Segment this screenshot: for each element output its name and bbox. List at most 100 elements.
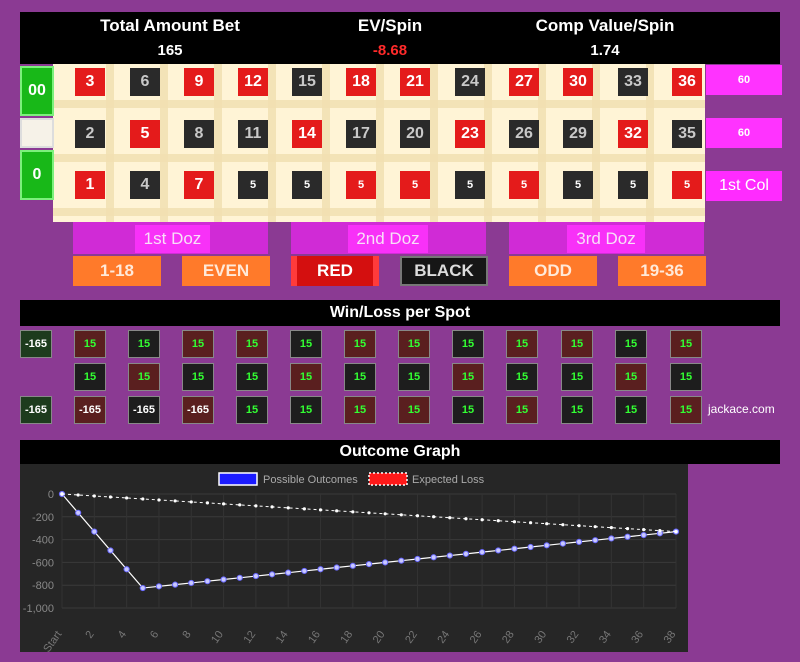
- win-loss-cell: 15: [290, 330, 322, 358]
- column-bet-1st[interactable]: 1st Col: [706, 171, 782, 201]
- number-spot[interactable]: 1: [75, 171, 105, 199]
- bet-19-36[interactable]: 19-36: [618, 256, 706, 286]
- win-loss-cell: 15: [236, 330, 268, 358]
- win-loss-cell: 15: [670, 330, 702, 358]
- x-tick-label: 32: [565, 629, 582, 646]
- bet-1-18[interactable]: 1-18: [73, 256, 161, 286]
- number-spot[interactable]: 35: [672, 120, 702, 148]
- win-loss-cell: 15: [561, 396, 593, 424]
- x-tick-label: 24: [435, 629, 452, 646]
- number-spot[interactable]: 29: [563, 120, 593, 148]
- number-spot[interactable]: 30: [563, 68, 593, 96]
- expected-loss-point: [92, 494, 96, 498]
- expected-loss-point: [238, 503, 242, 507]
- number-spot[interactable]: 12: [238, 68, 268, 96]
- possible-outcome-point: [543, 542, 550, 549]
- number-spot[interactable]: 8: [184, 120, 214, 148]
- possible-outcome-point: [559, 540, 566, 547]
- win-loss-cell: 15: [398, 330, 430, 358]
- possible-outcome-point: [446, 552, 453, 559]
- number-spot[interactable]: 15: [292, 68, 322, 96]
- dozen-bet-1st[interactable]: 1st Doz: [135, 225, 210, 253]
- possible-outcome-point: [608, 535, 615, 542]
- win-loss-cell: 15: [452, 330, 484, 358]
- number-spot[interactable]: 32: [618, 120, 648, 148]
- win-loss-cell: 15: [74, 363, 106, 391]
- bet-even[interactable]: EVEN: [182, 256, 270, 286]
- possible-outcome-point: [252, 572, 259, 580]
- number-spot[interactable]: 2: [75, 120, 105, 148]
- column-bet-3rd[interactable]: 60: [706, 65, 782, 95]
- bet-odd[interactable]: ODD: [509, 256, 597, 286]
- expected-loss-point: [448, 516, 452, 520]
- expected-loss-point: [415, 514, 420, 518]
- ev-spin-label: EV/Spin: [357, 16, 423, 35]
- number-spot[interactable]: 11: [238, 120, 268, 148]
- number-spot[interactable]: 5: [292, 171, 322, 199]
- x-tick-label: 20: [371, 629, 388, 646]
- zero-spot[interactable]: 0: [20, 150, 54, 200]
- number-spot[interactable]: 23: [455, 120, 485, 148]
- expected-loss-point: [173, 499, 177, 503]
- number-spot[interactable]: 7: [184, 171, 214, 199]
- number-spot[interactable]: 18: [346, 68, 376, 96]
- number-spot[interactable]: 4: [130, 171, 160, 199]
- win-loss-cell: 15: [615, 396, 647, 424]
- expected-loss-point: [335, 509, 339, 513]
- dozen-bet-2nd[interactable]: 2nd Doz: [348, 225, 428, 253]
- number-spot[interactable]: 5: [238, 171, 268, 199]
- legend-label-expected: Expected Loss: [412, 474, 485, 486]
- number-spot[interactable]: 33: [618, 68, 648, 96]
- number-spot[interactable]: 5: [130, 120, 160, 148]
- possible-outcome-point: [301, 567, 308, 575]
- number-spot[interactable]: 27: [509, 68, 539, 96]
- number-spot[interactable]: 5: [400, 171, 430, 199]
- possible-outcome-point: [155, 583, 163, 590]
- bet-black[interactable]: BLACK: [400, 256, 488, 286]
- number-spot[interactable]: 5: [455, 171, 485, 199]
- zero-split-spot[interactable]: [20, 118, 54, 148]
- number-spot[interactable]: 5: [346, 171, 376, 199]
- win-loss-cell: 15: [561, 330, 593, 358]
- column-bet-2nd[interactable]: 60: [706, 118, 782, 148]
- win-loss-cell: 15: [74, 330, 106, 358]
- win-loss-title: Win/Loss per Spot: [20, 300, 780, 326]
- number-spot[interactable]: 5: [563, 171, 593, 199]
- expected-loss-point: [609, 526, 613, 530]
- expected-loss-point: [528, 521, 533, 525]
- number-spot[interactable]: 20: [400, 120, 430, 148]
- number-spot[interactable]: 6: [130, 68, 160, 96]
- x-tick-label: 4: [116, 629, 129, 641]
- expected-loss-point: [189, 500, 193, 504]
- possible-outcome-point: [172, 581, 179, 588]
- expected-loss-point: [642, 528, 646, 532]
- win-loss-cell: 15: [290, 363, 322, 391]
- possible-outcome-point: [317, 566, 324, 573]
- number-spot[interactable]: 17: [346, 120, 376, 148]
- felt-grid-line: [106, 64, 114, 222]
- win-loss-cell: 15: [398, 363, 430, 391]
- felt-grid-line: [376, 64, 384, 222]
- x-tick-label: 30: [532, 629, 549, 646]
- number-spot[interactable]: 21: [400, 68, 430, 96]
- number-spot[interactable]: 5: [618, 171, 648, 199]
- number-spot[interactable]: 26: [509, 120, 539, 148]
- win-loss-cell: 15: [128, 363, 160, 391]
- possible-outcome-point: [107, 547, 114, 554]
- number-spot[interactable]: 5: [509, 171, 539, 199]
- x-tick-label: 38: [662, 629, 679, 646]
- number-spot[interactable]: 3: [75, 68, 105, 96]
- number-spot[interactable]: 9: [184, 68, 214, 96]
- number-spot[interactable]: 24: [455, 68, 485, 96]
- possible-outcome-point: [479, 549, 486, 556]
- number-spot[interactable]: 14: [292, 120, 322, 148]
- outcome-graph: Possible Outcomes Expected Loss 0 -200 -40…: [20, 464, 688, 655]
- number-spot[interactable]: 5: [672, 171, 702, 199]
- win-loss-cell: 15: [615, 363, 647, 391]
- dozen-bet-3rd[interactable]: 3rd Doz: [567, 225, 645, 253]
- number-spot[interactable]: 36: [672, 68, 702, 96]
- stats-header: Total Amount Bet EV/Spin Comp Value/Spin…: [20, 12, 780, 64]
- double-zero-spot[interactable]: 00: [20, 66, 54, 116]
- possible-outcome-point: [575, 538, 583, 545]
- bet-red[interactable]: RED: [291, 256, 379, 286]
